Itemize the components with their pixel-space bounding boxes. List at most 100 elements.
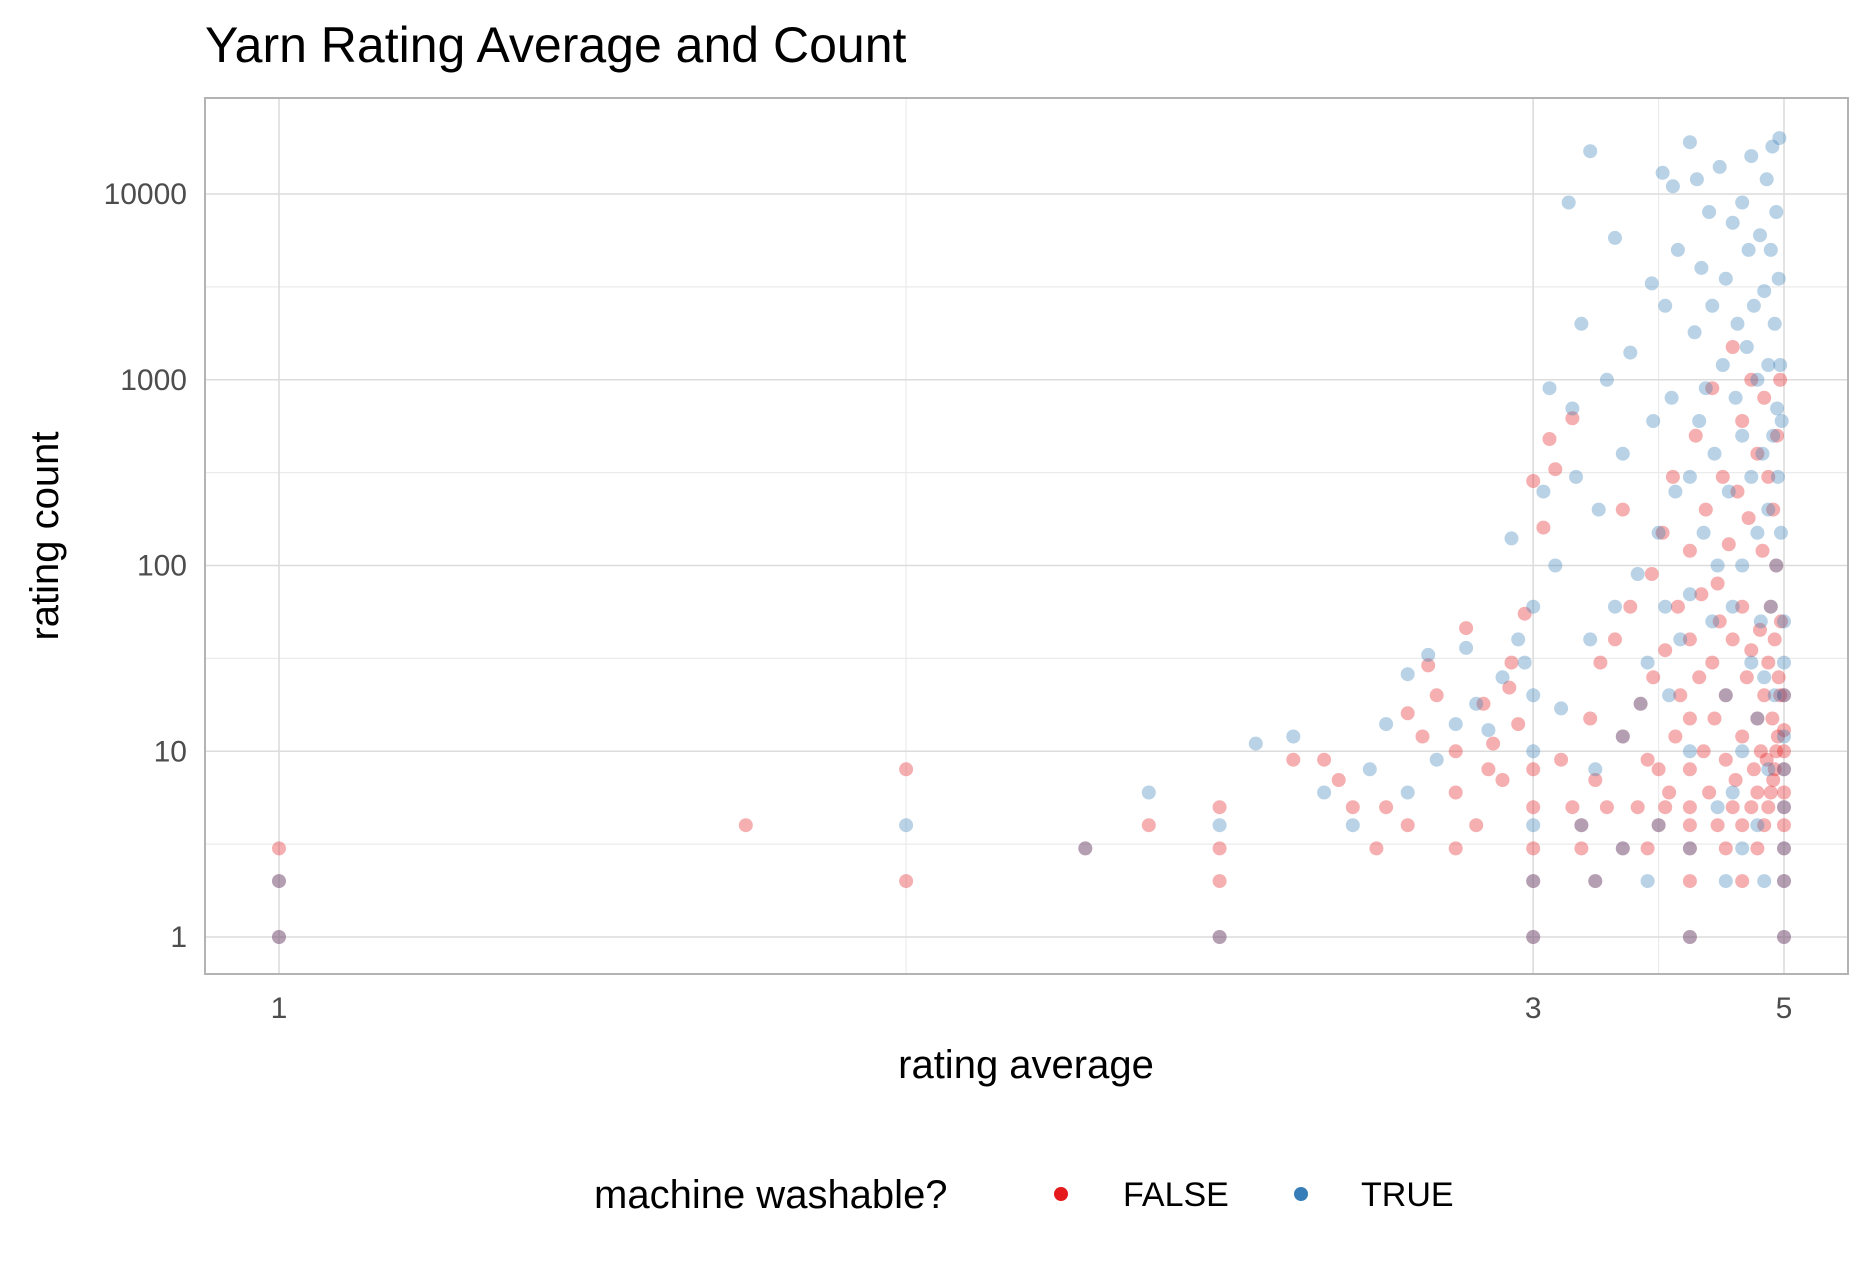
point-false: [1728, 773, 1743, 787]
point-false: [1317, 752, 1332, 767]
point-true: [1658, 298, 1673, 313]
point-false: [1633, 696, 1648, 711]
point-false: [899, 762, 914, 777]
point-true: [1615, 841, 1630, 856]
point-true: [1526, 599, 1541, 614]
point-true: [1526, 930, 1541, 944]
point-true: [1705, 614, 1720, 629]
point-true: [1588, 874, 1603, 889]
point-true: [1777, 655, 1791, 670]
point-false: [1542, 432, 1557, 446]
point-true: [1682, 587, 1697, 602]
point-false: [1757, 390, 1772, 405]
point-false: [1777, 800, 1791, 815]
point-true: [1526, 874, 1541, 889]
point-false: [1688, 428, 1703, 443]
point-false: [1670, 599, 1685, 614]
point-true: [1774, 525, 1788, 540]
point-true: [1773, 358, 1788, 372]
point-true: [1421, 647, 1436, 662]
point-true: [1569, 469, 1583, 484]
point-true: [1429, 752, 1444, 767]
point-false: [1746, 762, 1761, 777]
point-false: [1766, 773, 1781, 787]
point-true: [1248, 736, 1263, 751]
point-false: [1712, 614, 1727, 629]
point-false: [738, 818, 753, 833]
point-false: [1599, 800, 1614, 815]
point-true: [1651, 525, 1666, 540]
point-true: [1725, 215, 1740, 230]
point-false: [1757, 818, 1772, 833]
point-true: [1761, 762, 1776, 777]
point-false: [1554, 752, 1569, 767]
point-false: [1777, 874, 1791, 889]
point-false: [1753, 744, 1768, 759]
point-true: [1698, 381, 1713, 396]
point-false: [1212, 841, 1227, 856]
point-false: [1735, 729, 1750, 744]
point-false: [1766, 502, 1781, 517]
point-true: [1665, 179, 1680, 194]
point-false: [1448, 785, 1463, 800]
point-false: [1735, 414, 1750, 428]
x-tick-label: 5: [1776, 992, 1793, 1025]
y-tick-label: 10: [154, 735, 187, 768]
point-false: [1769, 558, 1784, 573]
point-false: [1777, 744, 1791, 759]
point-true: [1574, 316, 1589, 331]
point-false: [1640, 752, 1655, 767]
chart-title: Yarn Rating Average and Count: [205, 17, 907, 73]
point-false: [1646, 670, 1661, 685]
point-false: [1212, 800, 1227, 815]
point-false: [1459, 621, 1474, 636]
series-true-points: [272, 131, 1791, 944]
point-true: [1504, 531, 1519, 546]
point-false: [1615, 841, 1630, 856]
point-true: [1763, 599, 1778, 614]
point-false: [1750, 711, 1765, 726]
point-true: [1763, 242, 1778, 257]
point-true: [1705, 298, 1720, 313]
point-true: [1542, 381, 1557, 396]
point-false: [1694, 587, 1709, 602]
point-true: [1664, 390, 1679, 405]
point-true: [1615, 446, 1630, 461]
legend-label-false: FALSE: [1123, 1176, 1229, 1214]
point-false: [1658, 800, 1673, 815]
legend-title: machine washable?: [594, 1173, 948, 1217]
point-false: [1692, 670, 1707, 685]
point-false: [1761, 655, 1776, 670]
point-false: [1777, 785, 1791, 800]
point-true: [1696, 525, 1711, 540]
point-false: [1429, 688, 1444, 703]
point-false: [1682, 762, 1697, 777]
point-true: [1777, 841, 1791, 856]
point-true: [1588, 762, 1603, 777]
point-false: [1718, 841, 1733, 856]
point-false: [1757, 688, 1772, 703]
point-false: [1504, 655, 1519, 670]
point-true: [1712, 159, 1727, 174]
point-true: [1777, 729, 1791, 744]
point-true: [1769, 205, 1784, 219]
point-true: [1670, 242, 1685, 257]
point-false: [1682, 543, 1697, 558]
point-true: [1662, 688, 1677, 703]
point-true: [1707, 446, 1722, 461]
point-true: [1735, 558, 1750, 573]
point-true: [1735, 744, 1750, 759]
point-true: [1286, 729, 1301, 744]
point-true: [1710, 800, 1725, 815]
point-true: [1753, 614, 1768, 629]
point-false: [1565, 411, 1580, 426]
point-true: [1774, 414, 1789, 428]
point-false: [1526, 800, 1541, 815]
point-false: [1448, 744, 1463, 759]
point-false: [1668, 729, 1683, 744]
point-true: [1658, 599, 1673, 614]
point-true: [1759, 172, 1774, 187]
point-false: [1593, 655, 1608, 670]
point-false: [1682, 711, 1697, 726]
point-false: [1345, 800, 1360, 815]
